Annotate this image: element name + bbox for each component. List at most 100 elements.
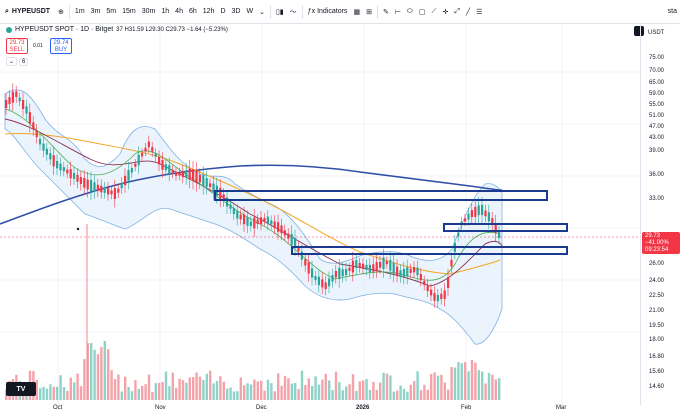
candle <box>192 169 195 181</box>
volume-bar <box>423 384 426 400</box>
indicators-button[interactable]: ƒx Indicators <box>305 0 351 24</box>
candle <box>375 262 378 271</box>
candle <box>83 177 86 188</box>
candle <box>130 168 133 173</box>
symbol-search[interactable]: ⌕ HYPEUSDT <box>0 8 55 16</box>
candle <box>69 169 72 179</box>
candle <box>392 262 395 274</box>
layout-icon[interactable]: ▦ <box>353 8 361 16</box>
volume-bar <box>59 375 62 400</box>
interval-w[interactable]: W <box>246 8 254 15</box>
interval-d[interactable]: D <box>220 8 226 15</box>
indicators-toggle[interactable]: ⌄ 6 <box>6 57 29 66</box>
interval-1m[interactable]: 1m <box>74 8 85 15</box>
time-axis[interactable]: Oct Nov Dec 2026 Feb Mar <box>0 400 640 417</box>
volume-bar <box>372 381 375 400</box>
fib-tool-icon[interactable]: ☰ <box>476 8 483 16</box>
sell-label: SELL <box>9 47 25 53</box>
interval-4h[interactable]: 4h <box>175 8 183 15</box>
volume-bar <box>273 391 276 400</box>
interval-12h[interactable]: 12h <box>202 8 215 15</box>
ellipse-tool-icon[interactable]: ⬭ <box>406 7 413 15</box>
volume-bar <box>127 386 130 400</box>
sell-button[interactable]: 29.73 SELL <box>6 38 28 54</box>
volume-bar <box>321 379 324 400</box>
volume-bar <box>389 375 392 400</box>
divider <box>376 4 378 19</box>
volume-bar <box>392 391 395 400</box>
interval-15m[interactable]: 15m <box>122 8 136 15</box>
volume-bar <box>144 384 147 400</box>
alert-icon[interactable]: ⊞ <box>366 8 372 16</box>
time-tick: Mar <box>556 405 567 411</box>
volume-bar <box>328 380 331 400</box>
volume-bar <box>266 379 270 400</box>
resistance-zone[interactable] <box>214 190 548 201</box>
volume-bar <box>375 389 378 400</box>
candle <box>144 147 147 152</box>
interval-3m[interactable]: 3m <box>90 8 101 15</box>
volume-bar <box>73 382 76 400</box>
crosshair-icon[interactable]: ✛ <box>442 8 449 16</box>
candle-type-icon[interactable]: ▯▮ <box>275 8 284 16</box>
volume-bar <box>62 387 66 400</box>
volume-bar <box>379 382 382 400</box>
price-chart[interactable] <box>0 24 640 405</box>
interval-6h[interactable]: 6h <box>188 8 197 15</box>
time-tick: Nov <box>155 405 166 411</box>
volume-bar <box>324 373 327 400</box>
cursor-icon[interactable]: ⤢ <box>454 7 460 15</box>
price-axis[interactable]: 75.00 70.00 65.00 59.00 55.00 51.00 47.00 43.00… <box>640 24 680 405</box>
mid-zone[interactable] <box>443 223 568 232</box>
symbol-logo-icon <box>6 26 12 33</box>
support-zone[interactable] <box>291 246 568 255</box>
volume-bar <box>232 391 236 400</box>
volume-bar <box>297 389 300 400</box>
candle <box>181 170 184 178</box>
buy-button[interactable]: 29.74 BUY <box>50 38 72 54</box>
volume-bar <box>406 391 409 400</box>
add-symbol-icon[interactable]: ⊕ <box>58 8 64 16</box>
volume-bar <box>171 372 174 400</box>
candle <box>8 97 11 105</box>
interval-3d[interactable]: 3D <box>231 8 241 15</box>
candle <box>90 179 93 192</box>
candle <box>477 205 480 216</box>
interval-1h[interactable]: 1h <box>161 8 170 15</box>
currency-dropdown-icon[interactable] <box>634 26 644 36</box>
candle <box>345 268 348 276</box>
volume-bar <box>368 389 372 400</box>
interval-5m[interactable]: 5m <box>106 8 117 15</box>
candle <box>464 218 467 222</box>
ray-tool-icon[interactable]: ⟋ <box>431 7 437 15</box>
line-chart-icon[interactable]: 〜 <box>289 8 297 16</box>
candle <box>93 182 96 192</box>
price-tick: 36.00 <box>649 172 665 178</box>
trend-line-icon[interactable]: ╱ <box>465 8 471 16</box>
candle <box>209 183 212 188</box>
candle <box>168 165 171 174</box>
candle <box>440 293 443 300</box>
chevron-down-icon[interactable]: ⌄ <box>259 8 265 16</box>
volume-bar <box>134 380 137 400</box>
moving-average-fast <box>4 108 501 281</box>
pen-tool-icon[interactable]: ✎ <box>382 8 389 16</box>
candle <box>372 264 375 272</box>
user-avatar[interactable]: sta <box>667 8 677 15</box>
volume-bar <box>355 390 358 400</box>
candle <box>100 185 103 193</box>
bollinger-band <box>4 89 503 345</box>
candle <box>198 174 201 183</box>
interval-30m[interactable]: 30m <box>141 8 156 15</box>
volume-bar <box>45 388 49 400</box>
volume-bar <box>226 388 229 400</box>
price-tick: 18.00 <box>649 337 665 343</box>
candle <box>409 268 412 273</box>
rectangle-tool-icon[interactable]: ▢ <box>418 8 426 16</box>
buy-label: BUY <box>54 47 68 53</box>
candle <box>222 194 225 201</box>
volume-bar <box>198 376 202 400</box>
horizontal-line-icon[interactable]: ⊢ <box>394 8 401 16</box>
candle <box>178 172 181 176</box>
indicators-icon: ƒx <box>307 8 316 15</box>
